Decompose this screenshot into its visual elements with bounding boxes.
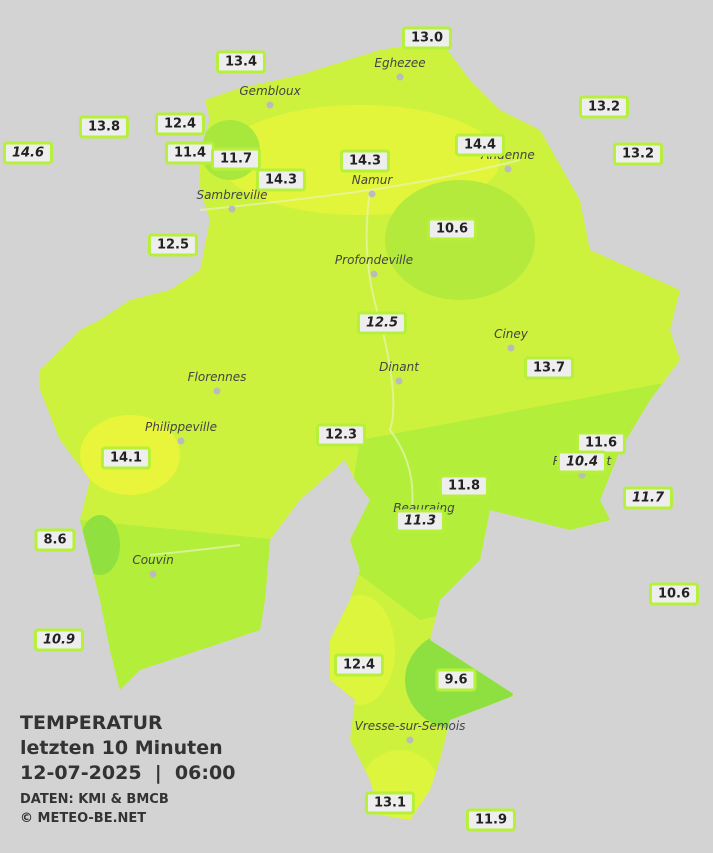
- station-value: 13.2: [612, 142, 664, 166]
- station-value: 14.6: [2, 141, 54, 165]
- city-dot: [507, 344, 515, 352]
- station-value: 12.4: [333, 653, 385, 677]
- station-value: 10.9: [33, 628, 85, 652]
- city-dot: [228, 205, 236, 213]
- station-value: 14.3: [339, 149, 391, 173]
- station-value: 11.8: [438, 474, 490, 498]
- station-value: 11.4: [164, 141, 216, 165]
- city-label: Namur: [351, 173, 393, 187]
- city-label: Florennes: [187, 370, 247, 384]
- city-label: Ciney: [494, 327, 528, 341]
- city-dot: [406, 736, 414, 744]
- city-label: Eghezee: [374, 56, 426, 70]
- station-value: 13.4: [215, 50, 267, 74]
- city-label: Profondeville: [334, 253, 414, 267]
- station-value: 8.6: [34, 528, 76, 552]
- city-label: Dinant: [379, 360, 419, 374]
- station-value: 11.9: [465, 808, 517, 832]
- station-value: 11.7: [622, 486, 674, 510]
- station-value: 14.4: [454, 133, 506, 157]
- city-dot: [149, 570, 157, 578]
- city-label: Couvin: [132, 553, 174, 567]
- station-value: 13.1: [364, 791, 416, 815]
- city-dot: [504, 165, 512, 173]
- city-dot: [368, 190, 376, 198]
- station-value: 12.5: [147, 233, 199, 257]
- source: DATEN: KMI & BMCB: [20, 792, 169, 807]
- city-label: Gembloux: [239, 84, 301, 98]
- city-label: Philippeville: [145, 420, 217, 434]
- station-value: 10.4: [556, 450, 608, 474]
- station-value: 14.3: [255, 168, 307, 192]
- station-value: 11.3: [394, 509, 446, 533]
- city-dot: [177, 437, 185, 445]
- city-dot: [395, 377, 403, 385]
- city-label: Sambreville: [196, 188, 268, 202]
- subtitle: letzten 10 Minuten: [20, 737, 223, 759]
- city-dot: [396, 73, 404, 81]
- city-dot: [266, 101, 274, 109]
- station-value: 14.1: [100, 446, 152, 470]
- city-dot: [370, 270, 378, 278]
- station-value: 12.3: [315, 423, 367, 447]
- station-value: 10.6: [426, 217, 478, 241]
- city-dot: [578, 471, 586, 479]
- station-value: 12.4: [154, 112, 206, 136]
- city-label: Vresse-sur-Semois: [354, 719, 466, 733]
- station-value: 13.8: [78, 115, 130, 139]
- station-value: 13.0: [401, 26, 453, 50]
- station-value: 13.2: [578, 95, 630, 119]
- station-value: 10.6: [648, 582, 700, 606]
- copyright: © METEO-BE.NET: [20, 811, 147, 826]
- station-value: 11.7: [210, 147, 262, 171]
- city-dot: [213, 387, 221, 395]
- datetime: 12-07-2025 | 06:00: [20, 762, 236, 784]
- title: TEMPERATUR: [20, 712, 163, 734]
- station-value: 13.7: [523, 356, 575, 380]
- station-value: 9.6: [435, 668, 477, 692]
- station-value: 12.5: [356, 311, 408, 335]
